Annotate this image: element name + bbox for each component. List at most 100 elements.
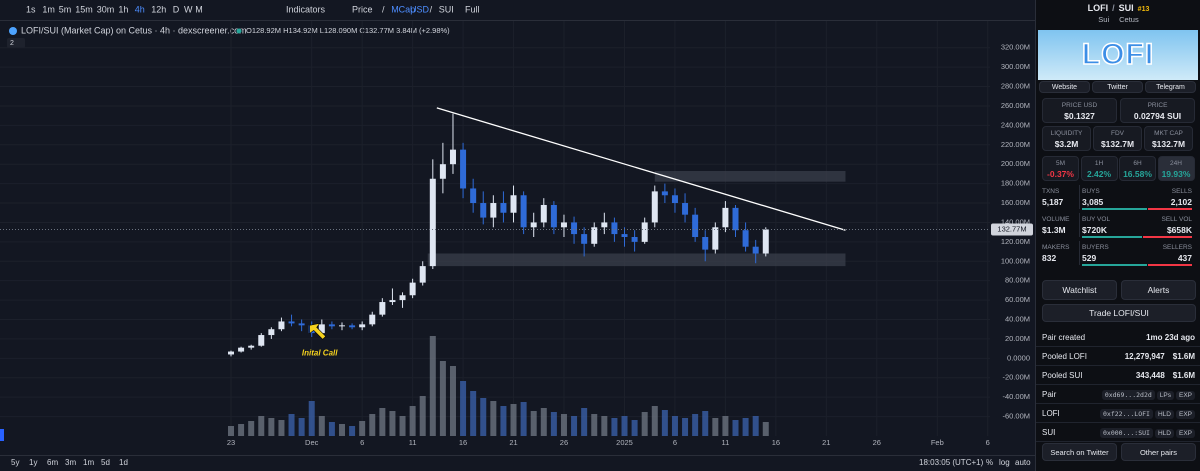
action-button[interactable]: Alerts [1121, 280, 1196, 300]
change-tab[interactable]: 5M -0.37% [1042, 156, 1079, 181]
stat-card-value: $132.7M [1151, 139, 1186, 149]
link-button[interactable]: Telegram [1145, 81, 1196, 93]
footer-button[interactable]: Search on Twitter [1042, 443, 1117, 461]
volume-bar [288, 414, 295, 436]
candle-body [359, 324, 366, 328]
activity-cell: BUYS 3,085 [1082, 185, 1142, 209]
volume-bar [762, 422, 769, 436]
link-button[interactable]: Website [1039, 81, 1090, 93]
interval-button[interactable]: 1s [26, 4, 36, 14]
candle-body [228, 351, 234, 355]
change-tab[interactable]: 6H 16.58% [1119, 156, 1156, 181]
range-button[interactable]: 1d [119, 458, 128, 467]
candle-body [449, 149, 456, 165]
link-button[interactable]: Twitter [1092, 81, 1143, 93]
change-tab-value: 16.58% [1123, 169, 1152, 179]
candle-body [248, 345, 255, 348]
volume-bar [470, 391, 477, 436]
info-value: 343,448 $1.6M [1136, 371, 1195, 380]
action-button[interactable]: Watchlist [1042, 280, 1117, 300]
interval-button[interactable]: 1h [118, 4, 128, 14]
full-button[interactable]: Full [465, 4, 480, 14]
address-tag[interactable]: EXP [1175, 390, 1195, 400]
toolbar-toggle[interactable]: USD [410, 4, 430, 14]
volume-bar [308, 401, 315, 436]
toolbar-toggle[interactable]: Price [352, 4, 373, 14]
info-value: 1mo 23d ago [1146, 333, 1195, 342]
change-tab[interactable]: 1H 2.42% [1080, 156, 1118, 181]
address[interactable]: 0x000...:SUI [1100, 427, 1153, 438]
candle-body [712, 227, 719, 250]
percent-toggle[interactable]: % [986, 458, 993, 467]
info-label: Pair created [1042, 332, 1086, 342]
range-button[interactable]: 1m [83, 458, 94, 467]
rank: #13 [1137, 6, 1150, 13]
activity-cell: SELLERS 437 [1132, 241, 1192, 265]
stat-card-value: $132.7M [1100, 139, 1135, 149]
address-tag[interactable]: HLD [1154, 409, 1174, 419]
auto-toggle[interactable]: auto [1015, 458, 1031, 467]
interval-button[interactable]: D [173, 4, 180, 14]
volume-bar [268, 418, 275, 436]
legend-count[interactable]: 2 [10, 40, 14, 47]
activity-label: SELLS [1171, 188, 1192, 195]
interval-button[interactable]: 1m [42, 4, 55, 14]
price-zone [427, 253, 846, 267]
interval-button[interactable]: 4h [135, 4, 145, 14]
interval-button[interactable]: 15m [75, 4, 93, 14]
activity-label: SELL VOL [1161, 216, 1192, 223]
volume-bar [621, 416, 628, 436]
activity-value: 5,187 [1042, 197, 1064, 207]
candle-body [510, 195, 517, 213]
toolbar-toggle[interactable]: MCap [391, 4, 415, 14]
candle-body [702, 237, 709, 250]
volume-bar [601, 416, 608, 436]
range-button[interactable]: 5d [101, 458, 110, 467]
y-tick-label: -20.00M [1002, 373, 1030, 382]
candle-body [429, 178, 436, 267]
range-button[interactable]: 5y [11, 458, 19, 467]
address[interactable]: 0xd69...2d2d [1101, 389, 1155, 400]
stat-card: PRICE 0.02794 SUI [1120, 98, 1195, 123]
banner-logo: LOFI [1081, 37, 1155, 72]
interval-button[interactable]: W [184, 4, 193, 14]
activity-cell: SELLS 2,102 [1132, 185, 1192, 209]
candle-body [328, 324, 335, 327]
range-button[interactable]: 1y [29, 458, 37, 467]
trendline [436, 107, 846, 231]
candle-body [349, 325, 356, 328]
candle-body [399, 295, 406, 301]
interval-button[interactable]: M [195, 4, 203, 14]
toolbar-toggle[interactable]: SUI [439, 4, 454, 14]
interval-button[interactable]: 12h [151, 4, 166, 14]
change-tab[interactable]: 24H 19.93% [1157, 156, 1195, 181]
candle-body [500, 203, 507, 213]
candle-body [692, 214, 699, 237]
address-tag[interactable]: EXP [1175, 409, 1195, 419]
range-button[interactable]: 3m [65, 458, 76, 467]
interval-button[interactable]: 5m [59, 4, 72, 14]
activity-value: 832 [1042, 253, 1057, 263]
range-button[interactable]: 6m [47, 458, 58, 467]
volume-bar [379, 408, 386, 436]
banner: LOFI [1038, 30, 1198, 80]
activity-value: $720K [1082, 225, 1108, 235]
address-tag[interactable]: EXP [1175, 428, 1195, 438]
address-tag[interactable]: LPs [1156, 390, 1174, 400]
footer-button[interactable]: Other pairs [1121, 443, 1196, 461]
activity-value: $658K [1166, 225, 1192, 235]
volume-bar [651, 406, 658, 436]
address-tag[interactable]: HLD [1154, 428, 1174, 438]
candle-body [369, 314, 376, 325]
log-toggle[interactable]: log [999, 458, 1010, 467]
interval-button[interactable]: 30m [97, 4, 115, 14]
volume-bar [530, 411, 537, 436]
address[interactable]: 0xf22...LOFI [1100, 408, 1153, 419]
trade-button[interactable]: Trade LOFI/SUI [1042, 304, 1196, 322]
candle-body [460, 149, 467, 189]
indicators-button[interactable]: Indicators [286, 4, 326, 14]
y-tick-label: 20.00M [1005, 334, 1030, 343]
x-tick-label: Feb [931, 438, 944, 447]
legend-title: LOFI/SUI (Market Cap) on Cetus · 4h · de… [21, 25, 247, 35]
